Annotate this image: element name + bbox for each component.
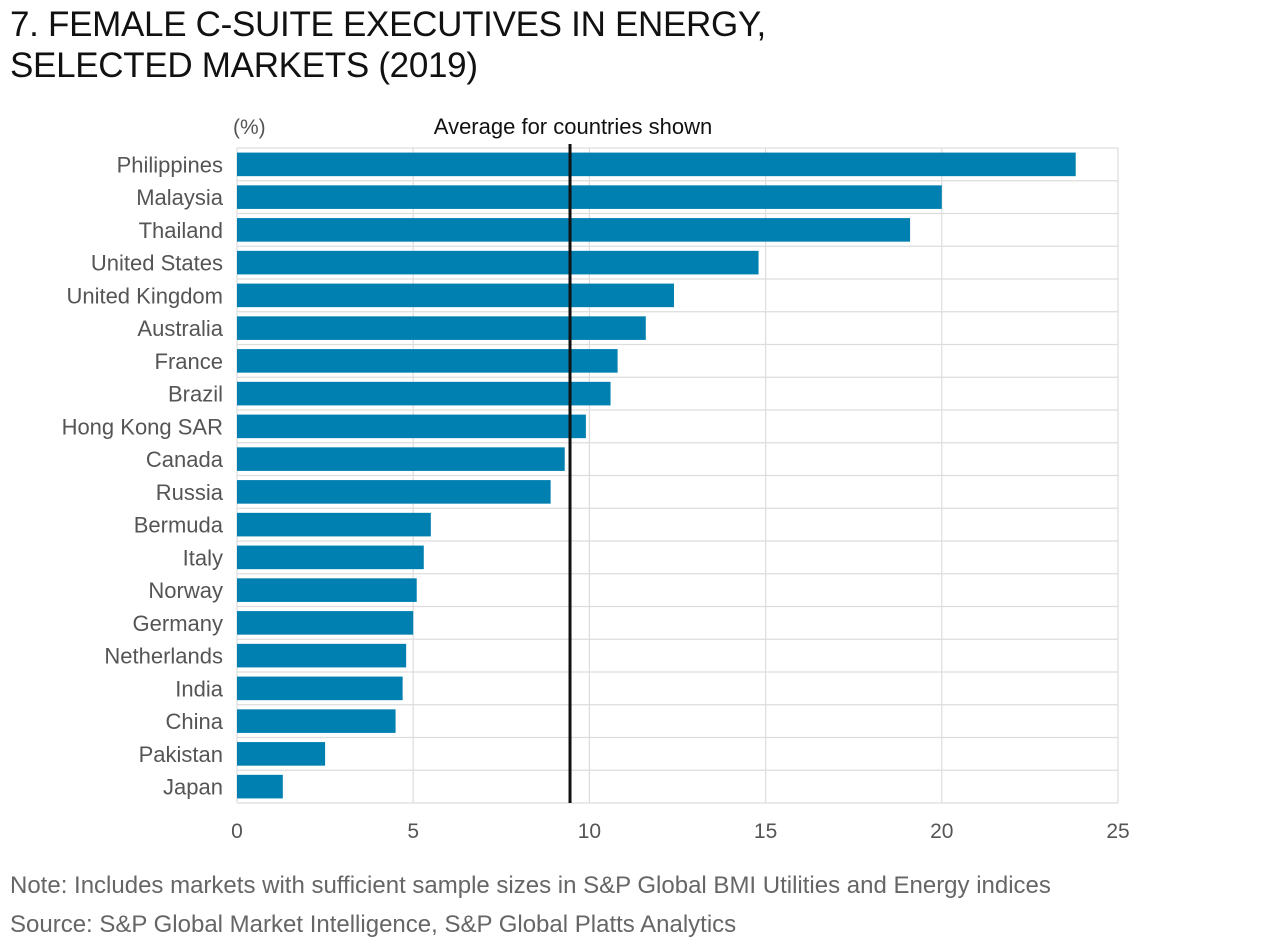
category-label: Australia (137, 316, 223, 341)
category-labels: Philippines Malaysia Thailand United States… (62, 152, 224, 799)
x-tick-label: 5 (407, 820, 419, 843)
category-label: Canada (146, 447, 224, 472)
x-axis-ticks: 0 5 10 15 20 25 (231, 820, 1130, 843)
chart-title: 7. FEMALE C-SUITE EXECUTIVES IN ENERGY, … (10, 4, 1210, 86)
x-tick-label: 0 (231, 820, 243, 843)
bar (237, 643, 407, 668)
category-label: Germany (133, 611, 223, 636)
bar (237, 218, 911, 242)
x-tick-label: 15 (754, 820, 777, 843)
bar (237, 611, 414, 635)
x-tick-label: 20 (930, 820, 953, 843)
bar (237, 185, 942, 209)
bar (237, 349, 618, 373)
bar (237, 381, 611, 406)
category-label: Russia (156, 480, 224, 505)
bar (237, 709, 396, 733)
category-label: Malaysia (136, 185, 224, 210)
category-label: Netherlands (104, 644, 223, 669)
bar (237, 578, 417, 602)
category-label: Philippines (117, 152, 223, 177)
bar-chart: Philippines Malaysia Thailand United States… (62, 114, 1130, 843)
bar (237, 250, 759, 275)
bar (237, 283, 674, 308)
average-line-label: Average for countries shown (434, 114, 712, 139)
category-label: Norway (148, 578, 223, 603)
category-label: United Kingdom (66, 283, 223, 308)
bar (237, 676, 403, 701)
bar (237, 447, 565, 471)
category-label: France (155, 349, 223, 374)
bar (237, 774, 283, 799)
bar (237, 152, 1076, 177)
bars (237, 152, 1076, 799)
bar (237, 316, 646, 340)
category-label: India (175, 676, 223, 701)
footnotes: Note: Includes markets with sufficient s… (10, 866, 1275, 944)
bar (237, 480, 551, 504)
bar (237, 545, 424, 570)
category-label: Pakistan (139, 742, 223, 767)
category-label: Thailand (139, 218, 223, 243)
x-tick-label: 10 (578, 820, 601, 843)
bar (237, 414, 586, 439)
category-label: United States (91, 251, 223, 276)
grid (236, 147, 1119, 804)
chart-title-line-1: 7. FEMALE C-SUITE EXECUTIVES IN ENERGY, (10, 5, 766, 44)
source-text: Source: S&P Global Market Intelligence, … (10, 911, 737, 938)
category-label: Italy (183, 545, 223, 570)
bar (237, 742, 326, 766)
chart-title-line-2: SELECTED MARKETS (2019) (10, 46, 478, 85)
unit-label: (%) (233, 116, 266, 139)
category-label: Bermuda (134, 513, 224, 538)
x-tick-label: 25 (1106, 820, 1129, 843)
category-label: China (166, 709, 224, 734)
bar (237, 512, 431, 537)
category-label: Japan (163, 775, 223, 800)
category-label: Brazil (168, 382, 223, 407)
category-label: Hong Kong SAR (62, 414, 223, 439)
note-text: Note: Includes markets with sufficient s… (10, 872, 1051, 899)
